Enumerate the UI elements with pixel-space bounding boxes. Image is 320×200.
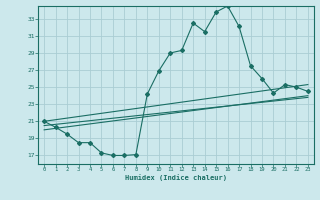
X-axis label: Humidex (Indice chaleur): Humidex (Indice chaleur) bbox=[125, 174, 227, 181]
